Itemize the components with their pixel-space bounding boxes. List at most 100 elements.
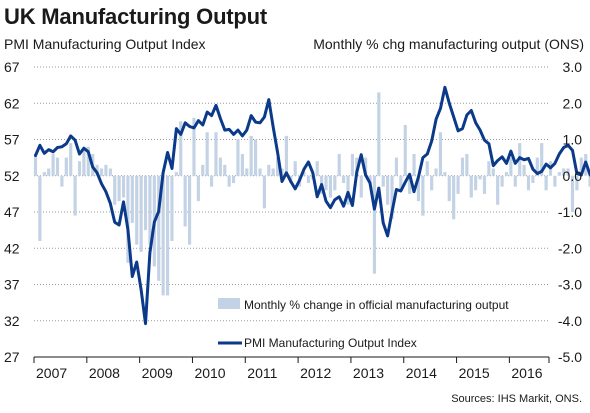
bar [416, 175, 421, 202]
bar [342, 175, 346, 183]
bar [557, 172, 561, 176]
bar [588, 175, 590, 187]
right-tick-label: -5.0 [558, 349, 582, 365]
bar [42, 172, 46, 176]
right-axis-title: Monthly % chg manufacturing output (ONS) [313, 36, 584, 52]
bar [333, 175, 337, 191]
x-tick-label: 2012 [300, 365, 331, 381]
bar [64, 157, 68, 176]
bar [368, 175, 372, 183]
bar [218, 157, 222, 176]
left-tick-label: 52 [4, 168, 20, 184]
bar [504, 172, 509, 176]
bar [487, 161, 491, 176]
bar [465, 154, 469, 176]
bar [500, 175, 504, 187]
bar [306, 175, 310, 183]
bar [126, 175, 130, 263]
pmi-line [34, 85, 590, 326]
bar [170, 175, 174, 241]
x-tick-label: 2009 [142, 365, 173, 381]
axes: 67 62 57 52 47 42 37 32 27 3.0 2.0 1.0 0.0 -1.0 -2.0 -3… [4, 59, 582, 381]
bar [267, 164, 271, 176]
left-tick-label: 57 [4, 132, 20, 148]
left-tick-label: 62 [4, 95, 20, 111]
bar [209, 175, 214, 187]
bar [350, 154, 355, 176]
bar [570, 175, 575, 212]
bar [121, 175, 126, 198]
bar [108, 168, 112, 176]
bar [456, 175, 460, 194]
bar [117, 175, 121, 202]
bar [337, 154, 341, 176]
bar [183, 175, 187, 227]
bar [482, 175, 487, 194]
left-tick-label: 47 [4, 204, 20, 220]
bar [447, 175, 451, 202]
bar [390, 175, 394, 220]
bar [33, 154, 38, 176]
bar [522, 164, 526, 176]
bar [302, 172, 306, 176]
bar [359, 175, 363, 198]
x-tick-label: 2008 [89, 365, 120, 381]
right-tick-label: -2.0 [558, 240, 582, 256]
bar [443, 172, 447, 176]
bar [328, 175, 332, 198]
left-tick-label: 32 [4, 313, 20, 329]
bar [262, 175, 266, 209]
bar [69, 143, 73, 176]
bar [408, 175, 412, 194]
left-tick-label: 67 [4, 59, 20, 75]
bar [491, 168, 495, 176]
bar [394, 157, 399, 176]
bar [73, 175, 77, 216]
right-tick-label: 3.0 [563, 59, 583, 75]
bar [438, 132, 443, 176]
bar [113, 175, 117, 205]
x-tick-label: 2014 [406, 365, 437, 381]
bar [157, 175, 161, 281]
source-note: Sources: IHS Markit, ONS. [451, 393, 582, 405]
left-tick-label: 37 [4, 277, 20, 293]
x-tick-label: 2013 [353, 365, 384, 381]
bar [143, 175, 148, 231]
legend: Monthly % change in official manufacturi… [218, 298, 509, 350]
bar [425, 161, 429, 176]
bar [575, 175, 579, 191]
bar [434, 168, 438, 176]
x-tick-label: 2016 [511, 365, 542, 381]
bar [403, 125, 407, 176]
bar [187, 175, 192, 245]
bar [139, 175, 143, 252]
bar [104, 164, 108, 176]
x-tick-label: 2011 [247, 365, 277, 381]
bar [540, 143, 544, 176]
bar [469, 175, 473, 198]
bar [201, 164, 205, 176]
bar [254, 139, 258, 176]
legend-swatch-bars [218, 298, 240, 309]
bar [478, 175, 482, 180]
bar [192, 117, 196, 176]
bar [240, 154, 244, 176]
bar [55, 157, 60, 176]
bar [276, 157, 280, 176]
bar [130, 175, 134, 223]
line-series [34, 85, 590, 326]
bar [526, 175, 531, 191]
bar [421, 175, 425, 216]
right-tick-label: 0.0 [563, 168, 583, 184]
bar [86, 146, 90, 176]
bar [513, 175, 517, 187]
bar [38, 175, 42, 241]
bar [174, 172, 178, 176]
bar [531, 175, 535, 183]
right-tick-label: -1.0 [558, 204, 582, 220]
left-tick-label: 42 [4, 240, 20, 256]
bar [544, 175, 548, 191]
legend-label-line: PMI Manufacturing Output Index [244, 336, 417, 350]
bar [227, 175, 231, 187]
